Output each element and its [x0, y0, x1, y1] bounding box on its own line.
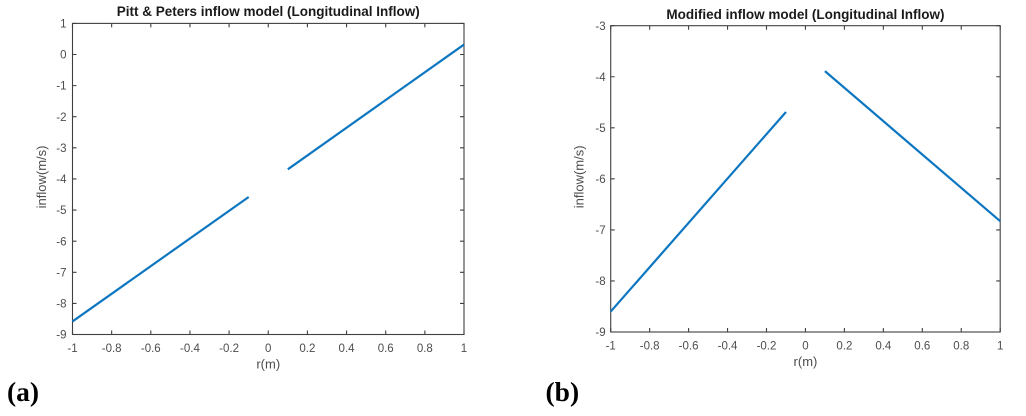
svg-text:-0.2: -0.2: [219, 343, 239, 355]
svg-text:-0.4: -0.4: [718, 340, 738, 352]
svg-text:1: 1: [461, 343, 467, 355]
svg-text:-9: -9: [56, 330, 66, 342]
svg-text:r(m): r(m): [794, 354, 818, 369]
svg-text:-0.8: -0.8: [102, 343, 122, 355]
svg-text:-0.6: -0.6: [679, 340, 699, 352]
svg-text:Modified inflow model (Longitu: Modified inflow model (Longitudinal Infl…: [666, 7, 944, 22]
svg-text:0.2: 0.2: [836, 340, 852, 352]
svg-text:inflow(m/s): inflow(m/s): [572, 145, 587, 208]
svg-text:-9: -9: [595, 327, 605, 339]
svg-text:-3: -3: [56, 143, 66, 155]
svg-text:-1: -1: [56, 81, 66, 93]
svg-text:0.4: 0.4: [339, 343, 356, 355]
svg-text:0.2: 0.2: [299, 343, 315, 355]
svg-text:-0.8: -0.8: [640, 340, 660, 352]
svg-text:-8: -8: [56, 298, 66, 310]
svg-text:0.4: 0.4: [875, 340, 892, 352]
svg-text:-5: -5: [595, 123, 605, 135]
svg-text:-0.4: -0.4: [180, 343, 200, 355]
svg-text:-3: -3: [595, 21, 605, 33]
svg-text:-2: -2: [56, 112, 66, 124]
svg-text:inflow(m/s): inflow(m/s): [34, 146, 49, 209]
svg-text:0.6: 0.6: [914, 340, 930, 352]
svg-text:(b): (b): [546, 376, 580, 407]
svg-text:-4: -4: [56, 174, 67, 186]
svg-text:-7: -7: [595, 225, 605, 237]
svg-text:0.8: 0.8: [417, 343, 433, 355]
svg-text:-0.2: -0.2: [757, 340, 777, 352]
svg-text:Pitt & Peters inflow model (Lo: Pitt & Peters inflow model (Longitudinal…: [117, 4, 420, 19]
svg-text:0.8: 0.8: [953, 340, 969, 352]
svg-text:-6: -6: [595, 174, 605, 186]
svg-text:-8: -8: [595, 276, 605, 288]
svg-text:-5: -5: [56, 205, 66, 217]
svg-text:1: 1: [997, 340, 1003, 352]
svg-text:0: 0: [265, 343, 271, 355]
svg-text:0: 0: [802, 340, 808, 352]
svg-text:-1: -1: [606, 340, 616, 352]
svg-text:0.6: 0.6: [378, 343, 394, 355]
svg-text:0: 0: [60, 50, 66, 62]
svg-text:-6: -6: [56, 236, 66, 248]
svg-text:(a): (a): [7, 376, 39, 407]
svg-text:-4: -4: [595, 72, 606, 84]
svg-text:1: 1: [60, 19, 66, 31]
svg-text:-0.6: -0.6: [141, 343, 161, 355]
svg-text:-1: -1: [67, 343, 77, 355]
svg-text:r(m): r(m): [256, 357, 280, 372]
svg-text:-7: -7: [56, 267, 66, 279]
